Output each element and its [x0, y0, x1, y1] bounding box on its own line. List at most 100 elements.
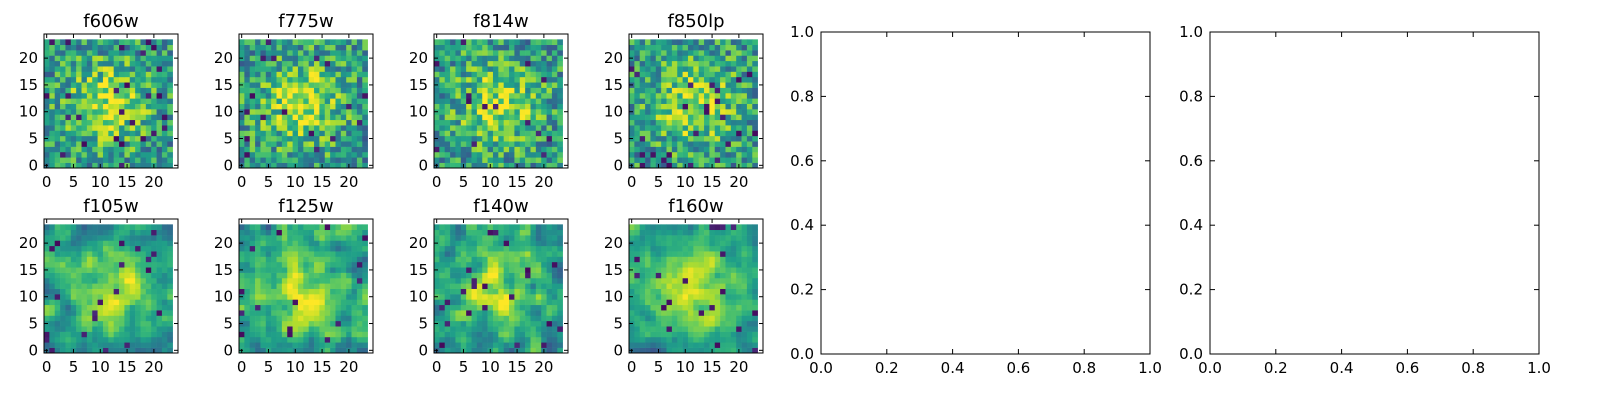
heatmap-cell	[671, 125, 678, 131]
heatmap-cell	[650, 66, 657, 72]
heatmap-cell	[351, 71, 358, 78]
heatmap-cell	[102, 315, 109, 322]
heatmap-cell	[167, 277, 173, 284]
heatmap-cell	[356, 76, 363, 83]
heatmap-cell	[687, 310, 694, 316]
heatmap-cell	[92, 229, 98, 236]
heatmap-cell	[49, 224, 56, 231]
heatmap-cell	[119, 326, 125, 332]
heatmap-cell	[698, 92, 705, 99]
heatmap-cell	[113, 267, 120, 273]
heatmap-cell	[324, 82, 331, 88]
heatmap-cell	[97, 103, 104, 110]
heatmap-cell	[730, 50, 737, 56]
heatmap-cell	[514, 66, 521, 72]
heatmap-cell	[541, 304, 547, 311]
heatmap-cell	[736, 310, 742, 316]
heatmap-cell	[70, 224, 77, 231]
x-tick-label: 5	[459, 173, 469, 191]
heatmap-cell	[124, 251, 131, 257]
heatmap-cell	[471, 224, 478, 231]
heatmap-cell	[541, 109, 547, 115]
heatmap-cell	[682, 39, 689, 46]
heatmap-cell	[530, 151, 537, 158]
heatmap-cell	[741, 288, 748, 295]
heatmap-cell	[265, 98, 272, 104]
x-tick-label: 20	[144, 173, 163, 191]
heatmap-cell	[666, 342, 673, 348]
heatmap-cell	[54, 251, 61, 257]
heatmap-cell	[330, 224, 336, 231]
heatmap-cell	[145, 235, 152, 241]
heatmap-cell	[498, 277, 504, 284]
heatmap-cell	[340, 320, 347, 327]
heatmap-cell	[319, 103, 326, 110]
heatmap-cell	[281, 304, 288, 311]
heatmap-cell	[551, 114, 558, 121]
heatmap-cell	[260, 98, 267, 104]
heatmap-cell	[92, 87, 98, 94]
heatmap-cell	[704, 98, 710, 104]
heatmap-cell	[129, 82, 136, 88]
heatmap-cell	[346, 98, 352, 104]
heatmap-cell	[54, 103, 61, 110]
heatmap-cell	[54, 114, 61, 121]
heatmap-cell	[709, 240, 716, 247]
heatmap-cell	[682, 44, 689, 51]
heatmap-cell	[704, 119, 710, 126]
heatmap-cell	[156, 326, 163, 332]
heatmap-cell	[260, 251, 267, 257]
x-tick-label: 0.8	[1461, 359, 1485, 377]
heatmap-cell	[525, 272, 531, 279]
heatmap-cell	[471, 114, 478, 121]
heatmap-cell	[362, 60, 368, 67]
heatmap-cell	[135, 283, 141, 289]
heatmap-cell	[314, 229, 320, 236]
heatmap-cell	[450, 240, 456, 247]
heatmap-cell	[455, 109, 462, 115]
heatmap-cell	[140, 76, 147, 83]
heatmap-cell	[709, 229, 716, 236]
heatmap-cell	[330, 342, 336, 348]
heatmap-cell	[460, 251, 467, 257]
heatmap-cell	[319, 288, 326, 295]
heatmap-cell	[655, 245, 662, 252]
heatmap-cell	[557, 50, 563, 56]
heatmap-cell	[351, 331, 358, 338]
heatmap-cell	[44, 125, 50, 131]
heatmap-cell	[351, 157, 358, 163]
heatmap-cell	[303, 310, 309, 316]
heatmap-cell	[444, 66, 451, 72]
heatmap-cell	[682, 342, 689, 348]
heatmap-cell	[356, 256, 363, 263]
heatmap-cell	[509, 229, 515, 236]
heatmap-cell	[639, 44, 646, 51]
heatmap-cell	[330, 347, 336, 354]
heatmap-cell	[730, 283, 737, 289]
heatmap-cell	[460, 114, 467, 121]
heatmap-cell	[260, 224, 267, 231]
heatmap-cell	[498, 135, 504, 142]
y-tick-label: 0	[418, 341, 428, 359]
heatmap-cell	[444, 283, 451, 289]
heatmap-cell	[70, 240, 77, 247]
heatmap-cell	[693, 235, 699, 241]
heatmap-cell	[281, 347, 288, 354]
heatmap-cell	[308, 272, 315, 279]
heatmap-cell	[303, 235, 309, 241]
heatmap-cell	[351, 151, 358, 158]
heatmap-cell	[265, 336, 272, 343]
heatmap-cell	[351, 310, 358, 316]
heatmap-cell	[319, 44, 326, 51]
heatmap-cell	[525, 256, 531, 263]
heatmap-cell	[124, 240, 131, 247]
heatmap-cell	[119, 229, 125, 236]
heatmap-cell	[76, 87, 82, 94]
heatmap-cell	[476, 294, 483, 300]
heatmap-cell	[281, 87, 288, 94]
heatmap-cell	[752, 245, 758, 252]
heatmap-cell	[677, 342, 683, 348]
heatmap-cell	[340, 130, 347, 137]
heatmap-cell	[546, 82, 553, 88]
heatmap-cell	[693, 66, 699, 72]
